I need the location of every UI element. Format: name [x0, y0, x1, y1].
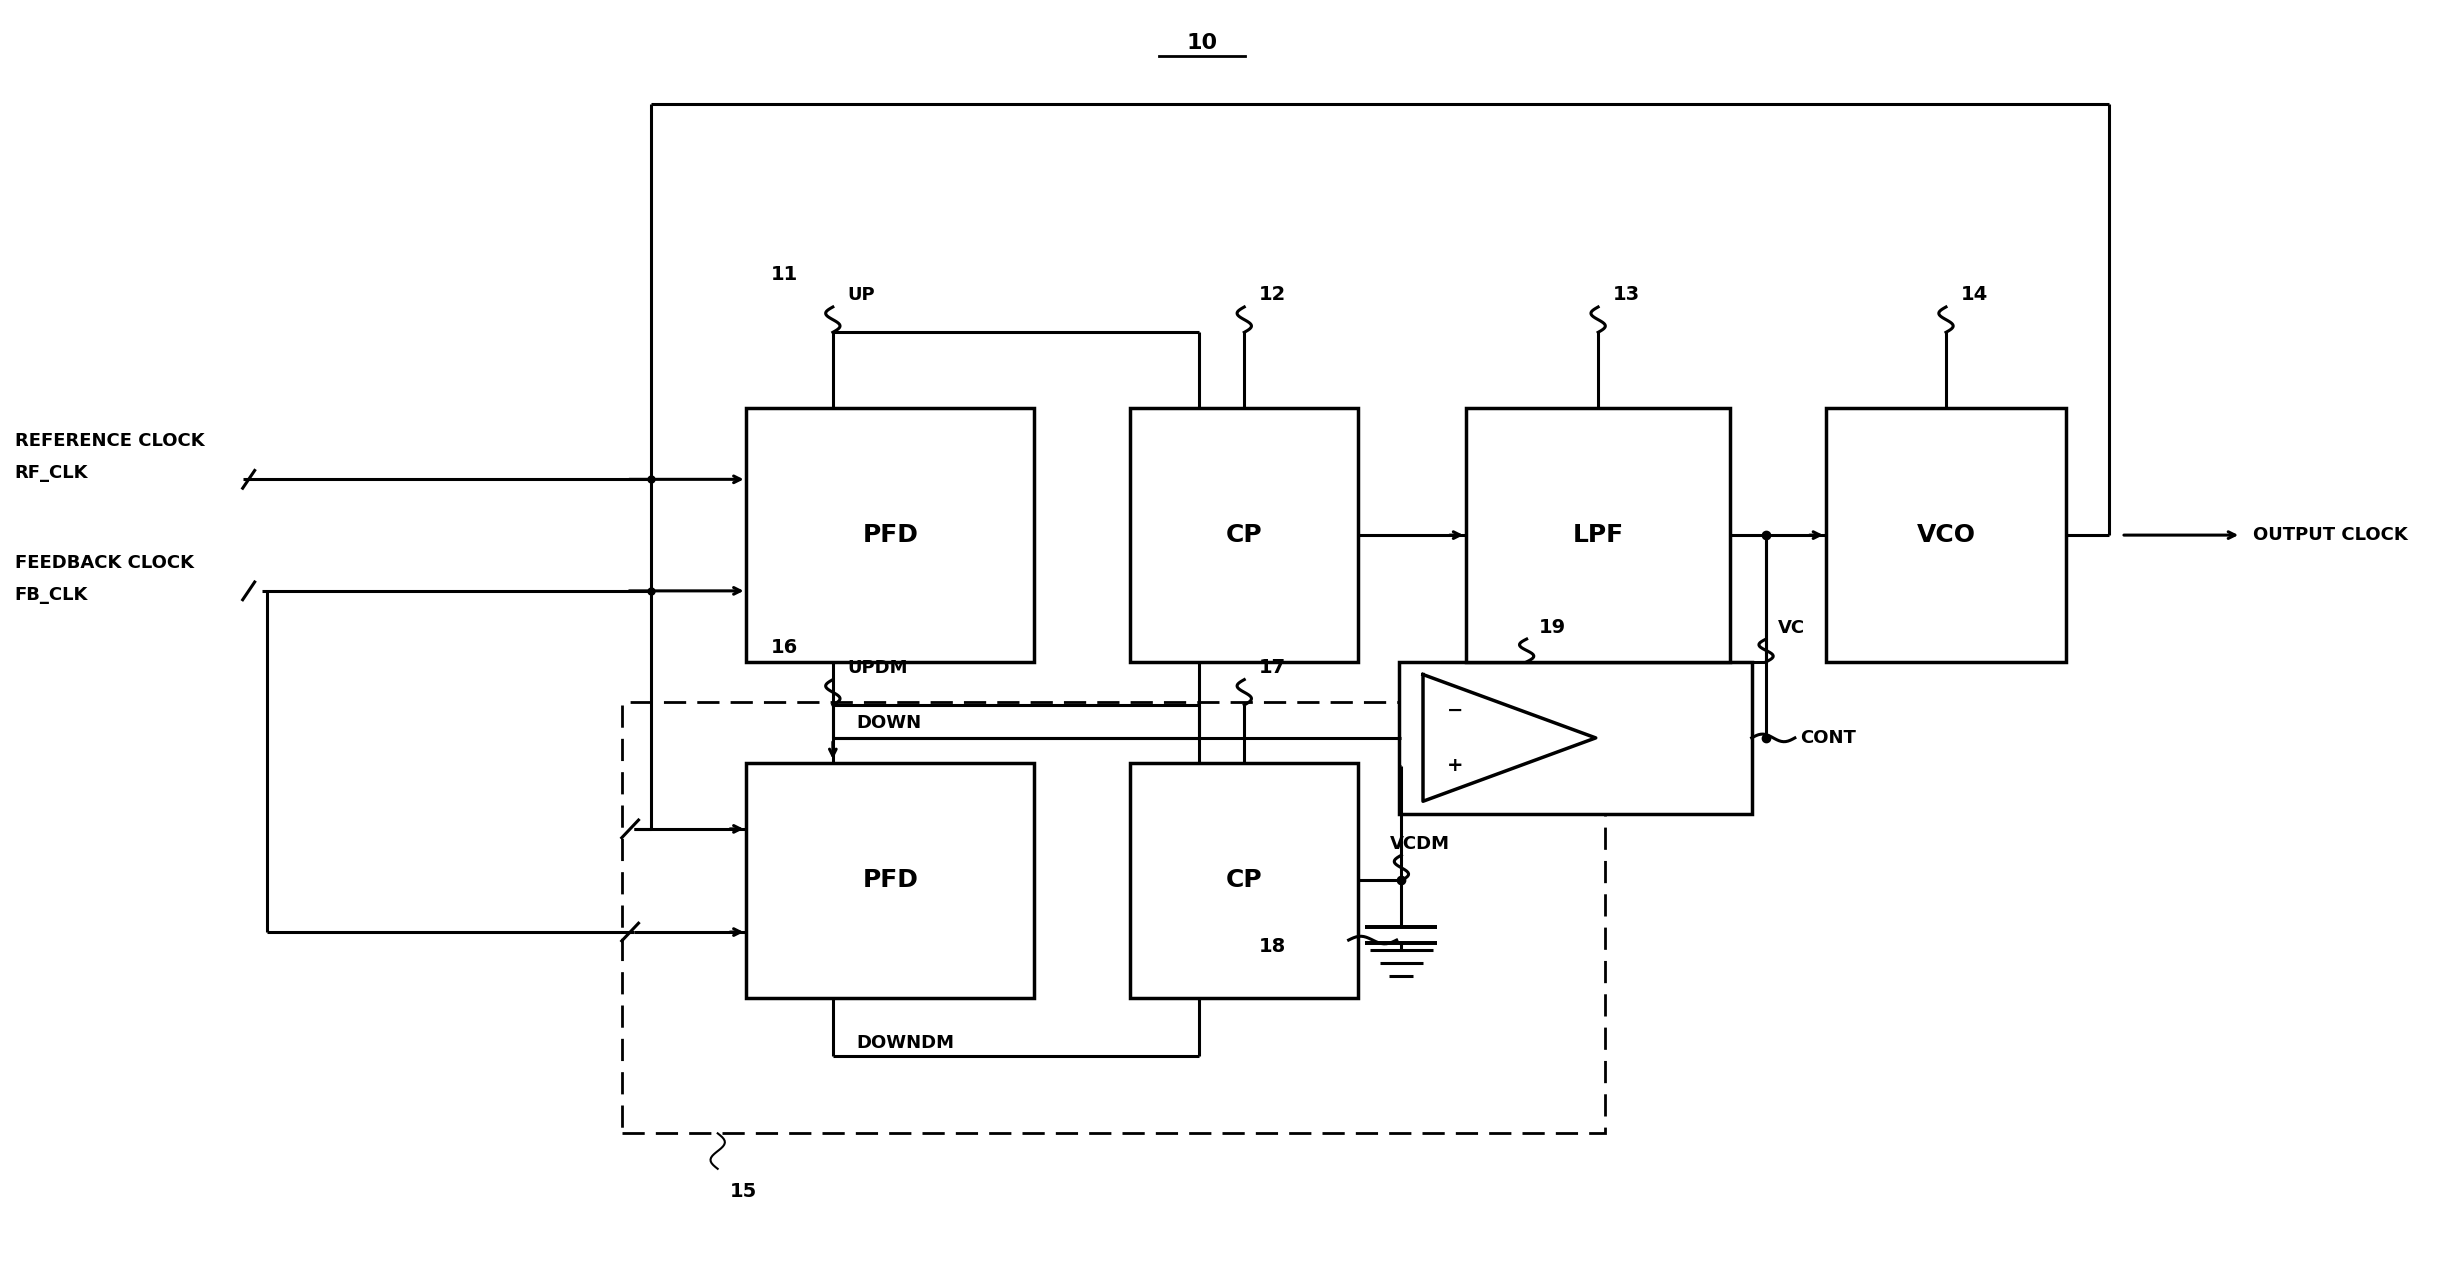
Text: CP: CP — [1226, 868, 1263, 892]
Text: REFERENCE CLOCK: REFERENCE CLOCK — [15, 433, 205, 451]
Text: +: + — [1448, 756, 1463, 775]
Text: CP: CP — [1226, 523, 1263, 547]
Bar — [1827, 409, 2066, 662]
Text: LPF: LPF — [1573, 523, 1624, 547]
Text: CONT: CONT — [1800, 729, 1856, 747]
Text: 13: 13 — [1612, 285, 1639, 304]
Bar — [747, 764, 1035, 998]
Bar — [623, 703, 1604, 1133]
Text: 12: 12 — [1258, 285, 1287, 304]
Text: 19: 19 — [1538, 617, 1565, 636]
Text: VC: VC — [1778, 619, 1805, 636]
Text: PFD: PFD — [862, 523, 918, 547]
Text: FB_CLK: FB_CLK — [15, 586, 88, 603]
Text: UPDM: UPDM — [847, 659, 908, 677]
Text: RF_CLK: RF_CLK — [15, 463, 88, 482]
Text: PFD: PFD — [862, 868, 918, 892]
Bar — [1465, 409, 1729, 662]
Text: FEEDBACK CLOCK: FEEDBACK CLOCK — [15, 554, 193, 572]
Text: 15: 15 — [730, 1181, 757, 1200]
Text: DOWNDM: DOWNDM — [857, 1035, 955, 1053]
Text: 14: 14 — [1961, 285, 1988, 304]
Bar — [1399, 662, 1751, 813]
Text: 11: 11 — [772, 265, 799, 284]
Bar — [1131, 764, 1358, 998]
Text: −: − — [1448, 700, 1463, 719]
Text: 10: 10 — [1187, 33, 1219, 53]
Text: 16: 16 — [772, 638, 799, 657]
Bar — [747, 409, 1035, 662]
Text: VCDM: VCDM — [1389, 835, 1451, 853]
Text: 17: 17 — [1258, 658, 1287, 677]
Text: DOWN: DOWN — [857, 714, 923, 732]
Bar — [1131, 409, 1358, 662]
Text: UP: UP — [847, 286, 874, 304]
Text: OUTPUT CLOCK: OUTPUT CLOCK — [2254, 526, 2408, 544]
Text: VCO: VCO — [1917, 523, 1976, 547]
Text: 18: 18 — [1260, 937, 1287, 956]
